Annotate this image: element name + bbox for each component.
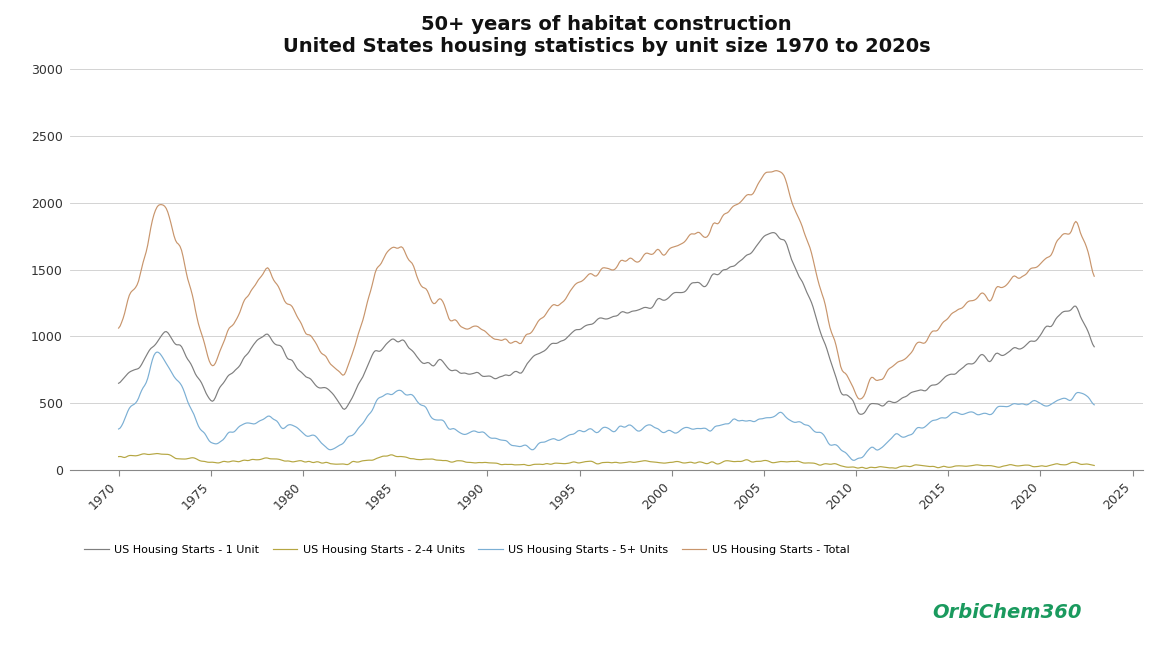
US Housing Starts - Total xyxy=(111,324,125,332)
Line: US Housing Starts - Total: US Housing Starts - Total xyxy=(118,170,1094,399)
US Housing Starts - 1 Unit xyxy=(111,379,125,387)
Legend: US Housing Starts - 1 Unit, US Housing Starts - 2-4 Units, US Housing Starts - 5: US Housing Starts - 1 Unit, US Housing S… xyxy=(80,540,853,559)
Line: US Housing Starts - 2-4 Units: US Housing Starts - 2-4 Units xyxy=(118,454,1094,469)
US Housing Starts - 2-4 Units xyxy=(111,453,125,461)
US Housing Starts - 5+ Units xyxy=(111,425,125,433)
Line: US Housing Starts - 5+ Units: US Housing Starts - 5+ Units xyxy=(118,352,1094,460)
Text: OrbiChem360: OrbiChem360 xyxy=(932,603,1083,622)
Title: 50+ years of habitat construction
United States housing statistics by unit size : 50+ years of habitat construction United… xyxy=(283,15,930,56)
Line: US Housing Starts - 1 Unit: US Housing Starts - 1 Unit xyxy=(118,233,1094,414)
